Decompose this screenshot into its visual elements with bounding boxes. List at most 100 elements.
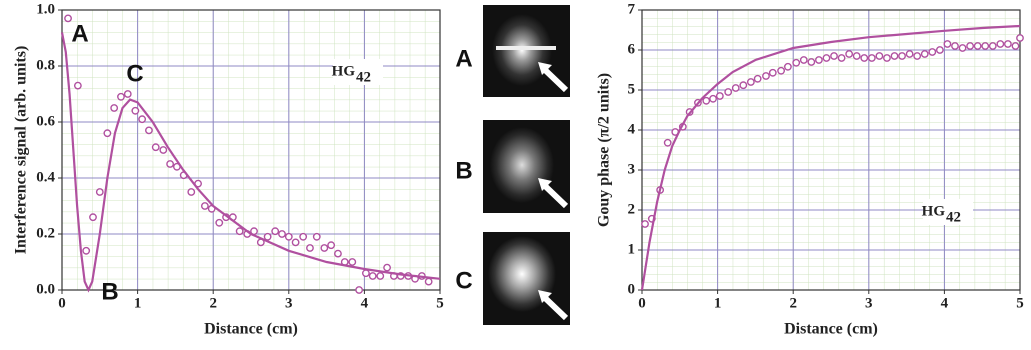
data-point (725, 89, 731, 95)
y-axis-label: Gouy phase (π/2 units) (596, 73, 613, 227)
y-tick-label: 4 (628, 121, 636, 137)
data-point (160, 147, 166, 153)
data-point (132, 108, 138, 114)
data-point (952, 43, 958, 49)
data-point (264, 234, 270, 240)
data-point (899, 53, 905, 59)
data-point (929, 49, 935, 55)
data-point (370, 273, 376, 279)
data-point (763, 73, 769, 79)
data-point (111, 105, 117, 111)
data-point (733, 85, 739, 91)
x-axis-label: Distance (cm) (204, 321, 298, 338)
y-tick-label: 0.0 (36, 281, 55, 297)
y-tick-label: 3 (628, 161, 636, 177)
beam-spot (490, 127, 554, 203)
mode-label: HG (332, 63, 356, 79)
data-point (748, 79, 754, 85)
y-tick-label: 5 (628, 81, 636, 97)
x-tick-label: 0 (638, 295, 646, 311)
data-point (125, 91, 131, 97)
x-tick-label: 2 (789, 295, 797, 311)
minor-grid-area (642, 10, 1020, 290)
data-point (335, 250, 341, 256)
y-tick-label: 0 (628, 281, 636, 297)
data-point (778, 68, 784, 74)
data-point (356, 287, 362, 293)
data-point (838, 55, 844, 61)
data-point (703, 98, 709, 104)
data-point (808, 59, 814, 65)
data-point (914, 53, 920, 59)
data-point (754, 76, 760, 82)
data-point (118, 94, 124, 100)
data-point (236, 228, 242, 234)
y-tick-label: 2 (628, 201, 636, 217)
data-point (153, 144, 159, 150)
data-point (1005, 41, 1011, 47)
y-tick-label: 0.8 (36, 57, 55, 73)
x-axis-label: Distance (cm) (784, 321, 878, 338)
data-point (97, 189, 103, 195)
data-point (846, 51, 852, 57)
x-tick-label: 5 (436, 295, 444, 311)
data-point (876, 53, 882, 59)
data-point (740, 82, 746, 88)
x-tick-label: 3 (285, 295, 293, 311)
data-point (139, 116, 145, 122)
image-panels: A B C (455, 5, 570, 325)
data-point (75, 82, 81, 88)
data-point (959, 45, 965, 51)
data-point (314, 234, 320, 240)
data-point (377, 273, 383, 279)
data-point (801, 57, 807, 63)
data-point (272, 228, 278, 234)
data-point (793, 60, 799, 66)
y-tick-label: 1.0 (36, 1, 55, 17)
y-tick-label: 0.4 (36, 169, 55, 185)
image-label: A (455, 45, 472, 72)
y-tick-label: 6 (628, 41, 636, 57)
x-tick-label: 4 (941, 295, 949, 311)
point-annotation: B (101, 278, 118, 305)
data-point (279, 231, 285, 237)
x-tick-label: 2 (209, 295, 217, 311)
data-point (1017, 35, 1023, 41)
data-point (997, 41, 1003, 47)
data-point (937, 47, 943, 53)
data-point (202, 203, 208, 209)
data-point (384, 264, 390, 270)
data-point (665, 140, 671, 146)
data-point (967, 43, 973, 49)
x-tick-label: 0 (58, 295, 66, 311)
data-point (104, 130, 110, 136)
data-point (906, 51, 912, 57)
data-point (307, 245, 313, 251)
data-point (188, 189, 194, 195)
mode-label-sub: 42 (946, 209, 961, 225)
point-annotation: C (126, 60, 143, 87)
data-point (349, 259, 355, 265)
x-tick-label: 5 (1016, 295, 1024, 311)
data-point (292, 239, 298, 245)
data-point (710, 96, 716, 102)
x-tick-label: 1 (714, 295, 722, 311)
data-point (642, 221, 648, 227)
data-point (90, 214, 96, 220)
image-label: C (455, 267, 472, 294)
data-point (816, 57, 822, 63)
data-point (922, 51, 928, 57)
data-point (167, 161, 173, 167)
point-annotation: A (71, 20, 88, 47)
data-point (363, 270, 369, 276)
y-tick-label: 7 (628, 1, 636, 17)
data-point (854, 53, 860, 59)
x-tick-label: 1 (134, 295, 142, 311)
data-point (823, 55, 829, 61)
x-tick-label: 4 (361, 295, 369, 311)
data-point (884, 55, 890, 61)
data-point (982, 43, 988, 49)
data-point (861, 55, 867, 61)
data-point (65, 15, 71, 21)
data-point (891, 53, 897, 59)
